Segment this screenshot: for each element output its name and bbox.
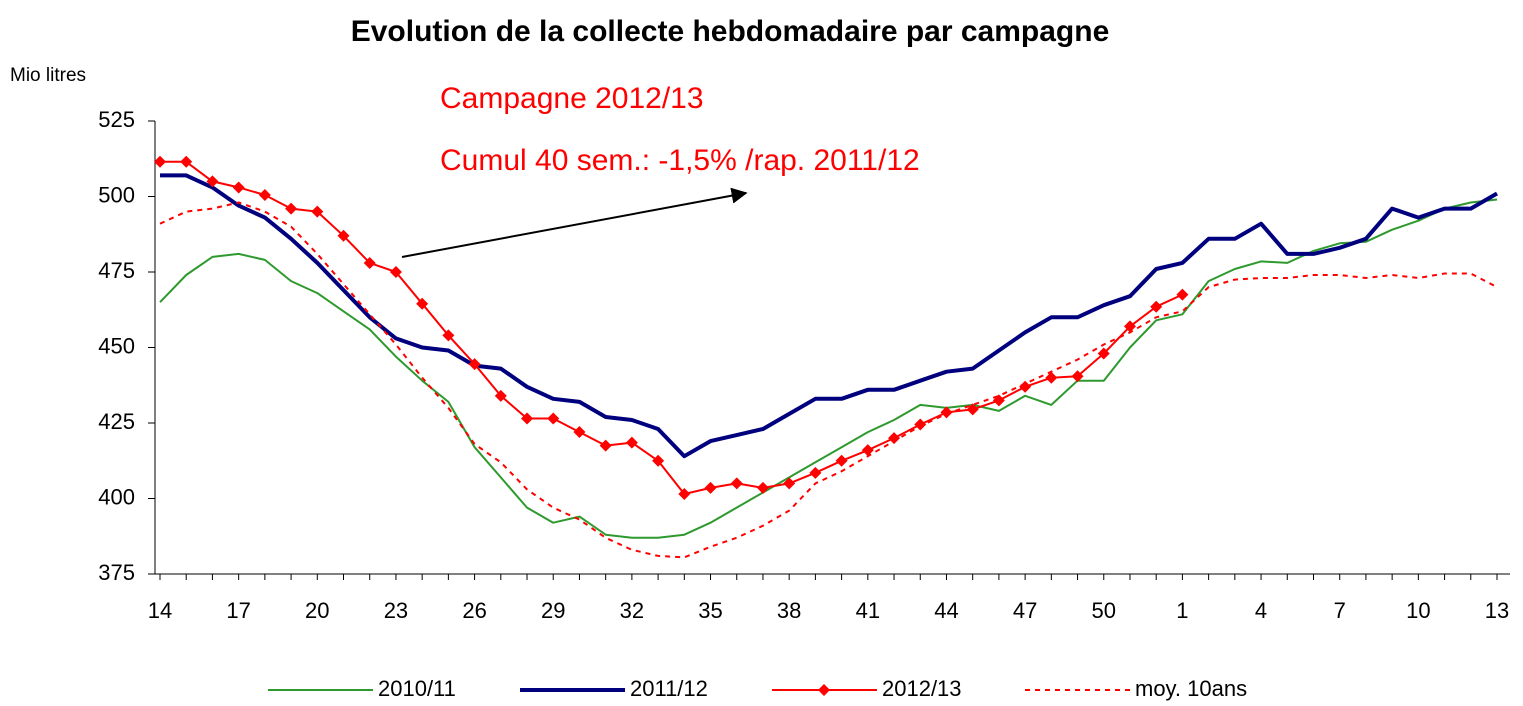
point-marker: [599, 439, 612, 452]
point-marker: [494, 389, 507, 402]
x-tick-label: 4: [1255, 598, 1267, 623]
legend-label: 2010/11: [378, 676, 456, 701]
annotation-arrow: [401, 187, 748, 258]
point-marker: [1150, 300, 1163, 313]
x-tick-label: 10: [1406, 598, 1430, 623]
series-line: [159, 198, 1498, 539]
point-marker: [206, 175, 219, 188]
x-tick-label: 35: [698, 598, 722, 623]
x-tick-label: 50: [1092, 598, 1116, 623]
x-tick-label: 32: [620, 598, 644, 623]
point-marker: [966, 403, 979, 416]
annotation: Campagne 2012/13: [440, 82, 704, 115]
series-line: [160, 173, 1498, 459]
x-tick-label: 38: [777, 598, 801, 623]
legend-label: 2012/13: [882, 676, 962, 701]
point-marker: [625, 436, 638, 449]
point-marker: [363, 256, 376, 269]
x-tick-label: 44: [934, 598, 958, 623]
x-tick-label: 47: [1013, 598, 1037, 623]
point-marker: [389, 266, 402, 278]
point-marker: [835, 454, 848, 467]
point-marker: [888, 432, 901, 445]
y-tick-label: 525: [98, 107, 135, 132]
chart-title: Evolution de la collecte hebdomadaire pa…: [351, 15, 1110, 48]
series-line: [160, 160, 1183, 495]
y-tick-label: 450: [98, 333, 135, 358]
point-marker: [783, 477, 796, 490]
series-line: [159, 201, 1498, 559]
legend-label: moy. 10ans: [1135, 676, 1247, 701]
point-marker: [258, 188, 271, 201]
point-marker: [861, 444, 874, 457]
point-marker: [180, 155, 193, 168]
point-marker: [809, 466, 822, 479]
point-marker: [914, 418, 927, 431]
x-tick-label: 17: [226, 598, 250, 623]
x-tick-label: 14: [148, 598, 172, 623]
y-tick-label: 425: [98, 409, 135, 434]
point-marker: [547, 412, 560, 425]
point-marker: [940, 406, 953, 419]
point-marker: [521, 412, 534, 425]
point-marker: [311, 205, 324, 218]
y-tick-label: 500: [98, 182, 135, 207]
point-marker: [730, 477, 743, 490]
point-marker: [442, 329, 455, 342]
point-marker: [573, 426, 586, 439]
point-marker: [232, 181, 245, 194]
point-marker: [285, 202, 298, 215]
x-tick-label: 13: [1485, 598, 1509, 623]
legend-label: 2011/12: [630, 676, 708, 701]
x-tick-label: 7: [1334, 598, 1346, 623]
legend-marker: [818, 684, 830, 696]
x-tick-label: 26: [462, 598, 486, 623]
y-tick-label: 400: [98, 484, 135, 509]
x-tick-label: 41: [856, 598, 880, 623]
point-marker: [1045, 371, 1058, 384]
point-marker: [992, 394, 1005, 407]
x-tick-label: 20: [305, 598, 329, 623]
annotation: Cumul 40 sem.: -1,5% /rap. 2011/12: [440, 144, 920, 177]
point-marker: [704, 481, 717, 494]
point-marker: [416, 297, 429, 310]
point-marker: [1097, 347, 1110, 360]
point-marker: [678, 487, 691, 500]
point-marker: [1123, 320, 1136, 333]
y-tick-label: 375: [98, 560, 135, 585]
x-tick-label: 23: [384, 598, 408, 623]
y-axis-label: Mio litres: [10, 65, 86, 86]
point-marker: [756, 481, 769, 494]
x-tick-label: 29: [541, 598, 565, 623]
point-marker: [652, 454, 665, 467]
point-marker: [1019, 380, 1032, 393]
point-marker: [468, 358, 481, 371]
x-tick-label: 1: [1176, 598, 1188, 623]
point-marker: [337, 229, 350, 242]
point-marker: [154, 155, 166, 168]
point-marker: [1071, 370, 1084, 383]
point-marker: [1176, 288, 1189, 301]
y-tick-label: 475: [98, 258, 135, 283]
